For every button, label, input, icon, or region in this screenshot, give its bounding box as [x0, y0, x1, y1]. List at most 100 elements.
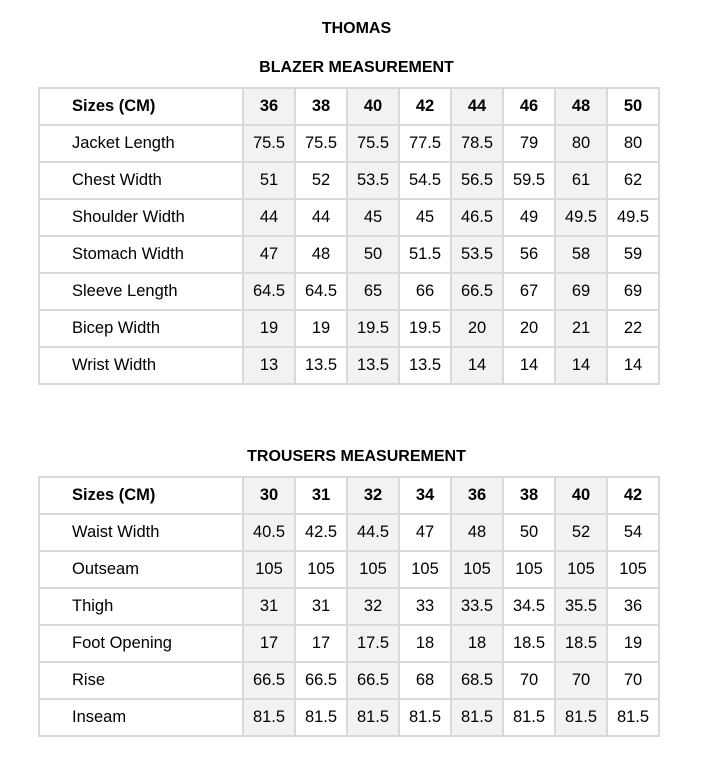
row-label-cell: Outseam [38, 550, 244, 589]
row-label-cell: Chest Width [38, 161, 244, 200]
value-cell: 66.5 [242, 661, 296, 700]
value-cell: 14 [502, 346, 556, 385]
value-cell: 105 [346, 550, 400, 589]
row-label-cell: Rise [38, 661, 244, 700]
row-label-cell: Inseam [38, 698, 244, 737]
value-cell: 13 [242, 346, 296, 385]
header-label-cell: Sizes (CM) [38, 87, 244, 126]
value-cell: 18 [398, 624, 452, 663]
value-cell: 54.5 [398, 161, 452, 200]
value-cell: 105 [294, 550, 348, 589]
value-cell: 32 [346, 587, 400, 626]
value-cell: 105 [450, 550, 504, 589]
value-cell: 53.5 [450, 235, 504, 274]
row-label-cell: Thigh [38, 587, 244, 626]
header-row: Sizes (CM) 30 31 32 34 36 38 40 42 [38, 476, 660, 515]
row-label-cell: Waist Width [38, 513, 244, 552]
size-header-cell: 50 [606, 87, 660, 126]
value-cell: 48 [450, 513, 504, 552]
value-cell: 62 [606, 161, 660, 200]
value-cell: 70 [554, 661, 608, 700]
value-cell: 50 [346, 235, 400, 274]
value-cell: 66.5 [294, 661, 348, 700]
value-cell: 31 [242, 587, 296, 626]
row-label-cell: Jacket Length [38, 124, 244, 163]
table-row: Chest Width 51 52 53.5 54.5 56.5 59.5 61 62 [38, 161, 660, 200]
document-title: THOMAS [321, 20, 392, 37]
value-cell: 52 [554, 513, 608, 552]
value-cell: 45 [346, 198, 400, 237]
table-row: Stomach Width 47 48 50 51.5 53.5 56 58 59 [38, 235, 660, 274]
value-cell: 33 [398, 587, 452, 626]
row-label-cell: Stomach Width [38, 235, 244, 274]
value-cell: 17.5 [346, 624, 400, 663]
value-cell: 33.5 [450, 587, 504, 626]
header-row: Sizes (CM) 36 38 40 42 44 46 48 50 [38, 87, 660, 126]
table-row: Sleeve Length 64.5 64.5 65 66 66.5 67 69 69 [38, 272, 660, 311]
value-cell: 36 [606, 587, 660, 626]
size-header-cell: 36 [450, 476, 504, 515]
size-header-cell: 38 [502, 476, 556, 515]
value-cell: 66.5 [450, 272, 504, 311]
value-cell: 78.5 [450, 124, 504, 163]
blazer-table: Sizes (CM) 36 38 40 42 44 46 48 50 Jacket Length 7… [38, 87, 660, 385]
value-cell: 105 [242, 550, 296, 589]
trousers-table: Sizes (CM) 30 31 32 34 36 38 40 42 Waist Width 40.… [38, 476, 660, 737]
table-row: Shoulder Width 44 44 45 45 46.5 49 49.5 49.5 [38, 198, 660, 237]
value-cell: 69 [606, 272, 660, 311]
value-cell: 40.5 [242, 513, 296, 552]
value-cell: 79 [502, 124, 556, 163]
size-header-cell: 31 [294, 476, 348, 515]
value-cell: 69 [554, 272, 608, 311]
size-header-cell: 32 [346, 476, 400, 515]
row-label-cell: Shoulder Width [38, 198, 244, 237]
value-cell: 51.5 [398, 235, 452, 274]
value-cell: 18 [450, 624, 504, 663]
value-cell: 48 [294, 235, 348, 274]
value-cell: 105 [502, 550, 556, 589]
value-cell: 66.5 [346, 661, 400, 700]
value-cell: 19.5 [346, 309, 400, 348]
table-row: Jacket Length 75.5 75.5 75.5 77.5 78.5 79 80 80 [38, 124, 660, 163]
value-cell: 53.5 [346, 161, 400, 200]
value-cell: 75.5 [242, 124, 296, 163]
value-cell: 44 [294, 198, 348, 237]
value-cell: 67 [502, 272, 556, 311]
value-cell: 64.5 [242, 272, 296, 311]
value-cell: 17 [242, 624, 296, 663]
value-cell: 45 [398, 198, 452, 237]
value-cell: 19 [242, 309, 296, 348]
value-cell: 80 [606, 124, 660, 163]
value-cell: 13.5 [398, 346, 452, 385]
value-cell: 18.5 [554, 624, 608, 663]
trousers-heading: TROUSERS MEASUREMENT [247, 448, 466, 465]
value-cell: 35.5 [554, 587, 608, 626]
value-cell: 61 [554, 161, 608, 200]
value-cell: 66 [398, 272, 452, 311]
size-header-cell: 40 [554, 476, 608, 515]
value-cell: 14 [554, 346, 608, 385]
value-cell: 19.5 [398, 309, 452, 348]
size-header-cell: 36 [242, 87, 296, 126]
size-header-cell: 40 [346, 87, 400, 126]
value-cell: 105 [554, 550, 608, 589]
value-cell: 105 [398, 550, 452, 589]
value-cell: 49.5 [606, 198, 660, 237]
table-row: Inseam 81.5 81.5 81.5 81.5 81.5 81.5 81.5 81.5 [38, 698, 660, 737]
value-cell: 105 [606, 550, 660, 589]
value-cell: 47 [398, 513, 452, 552]
value-cell: 44 [242, 198, 296, 237]
value-cell: 47 [242, 235, 296, 274]
row-label-cell: Foot Opening [38, 624, 244, 663]
value-cell: 19 [606, 624, 660, 663]
value-cell: 75.5 [346, 124, 400, 163]
value-cell: 81.5 [606, 698, 660, 737]
row-label-cell: Wrist Width [38, 346, 244, 385]
blazer-heading: BLAZER MEASUREMENT [259, 59, 454, 76]
value-cell: 70 [502, 661, 556, 700]
value-cell: 70 [606, 661, 660, 700]
value-cell: 18.5 [502, 624, 556, 663]
value-cell: 19 [294, 309, 348, 348]
value-cell: 56 [502, 235, 556, 274]
table-row: Wrist Width 13 13.5 13.5 13.5 14 14 14 14 [38, 346, 660, 385]
